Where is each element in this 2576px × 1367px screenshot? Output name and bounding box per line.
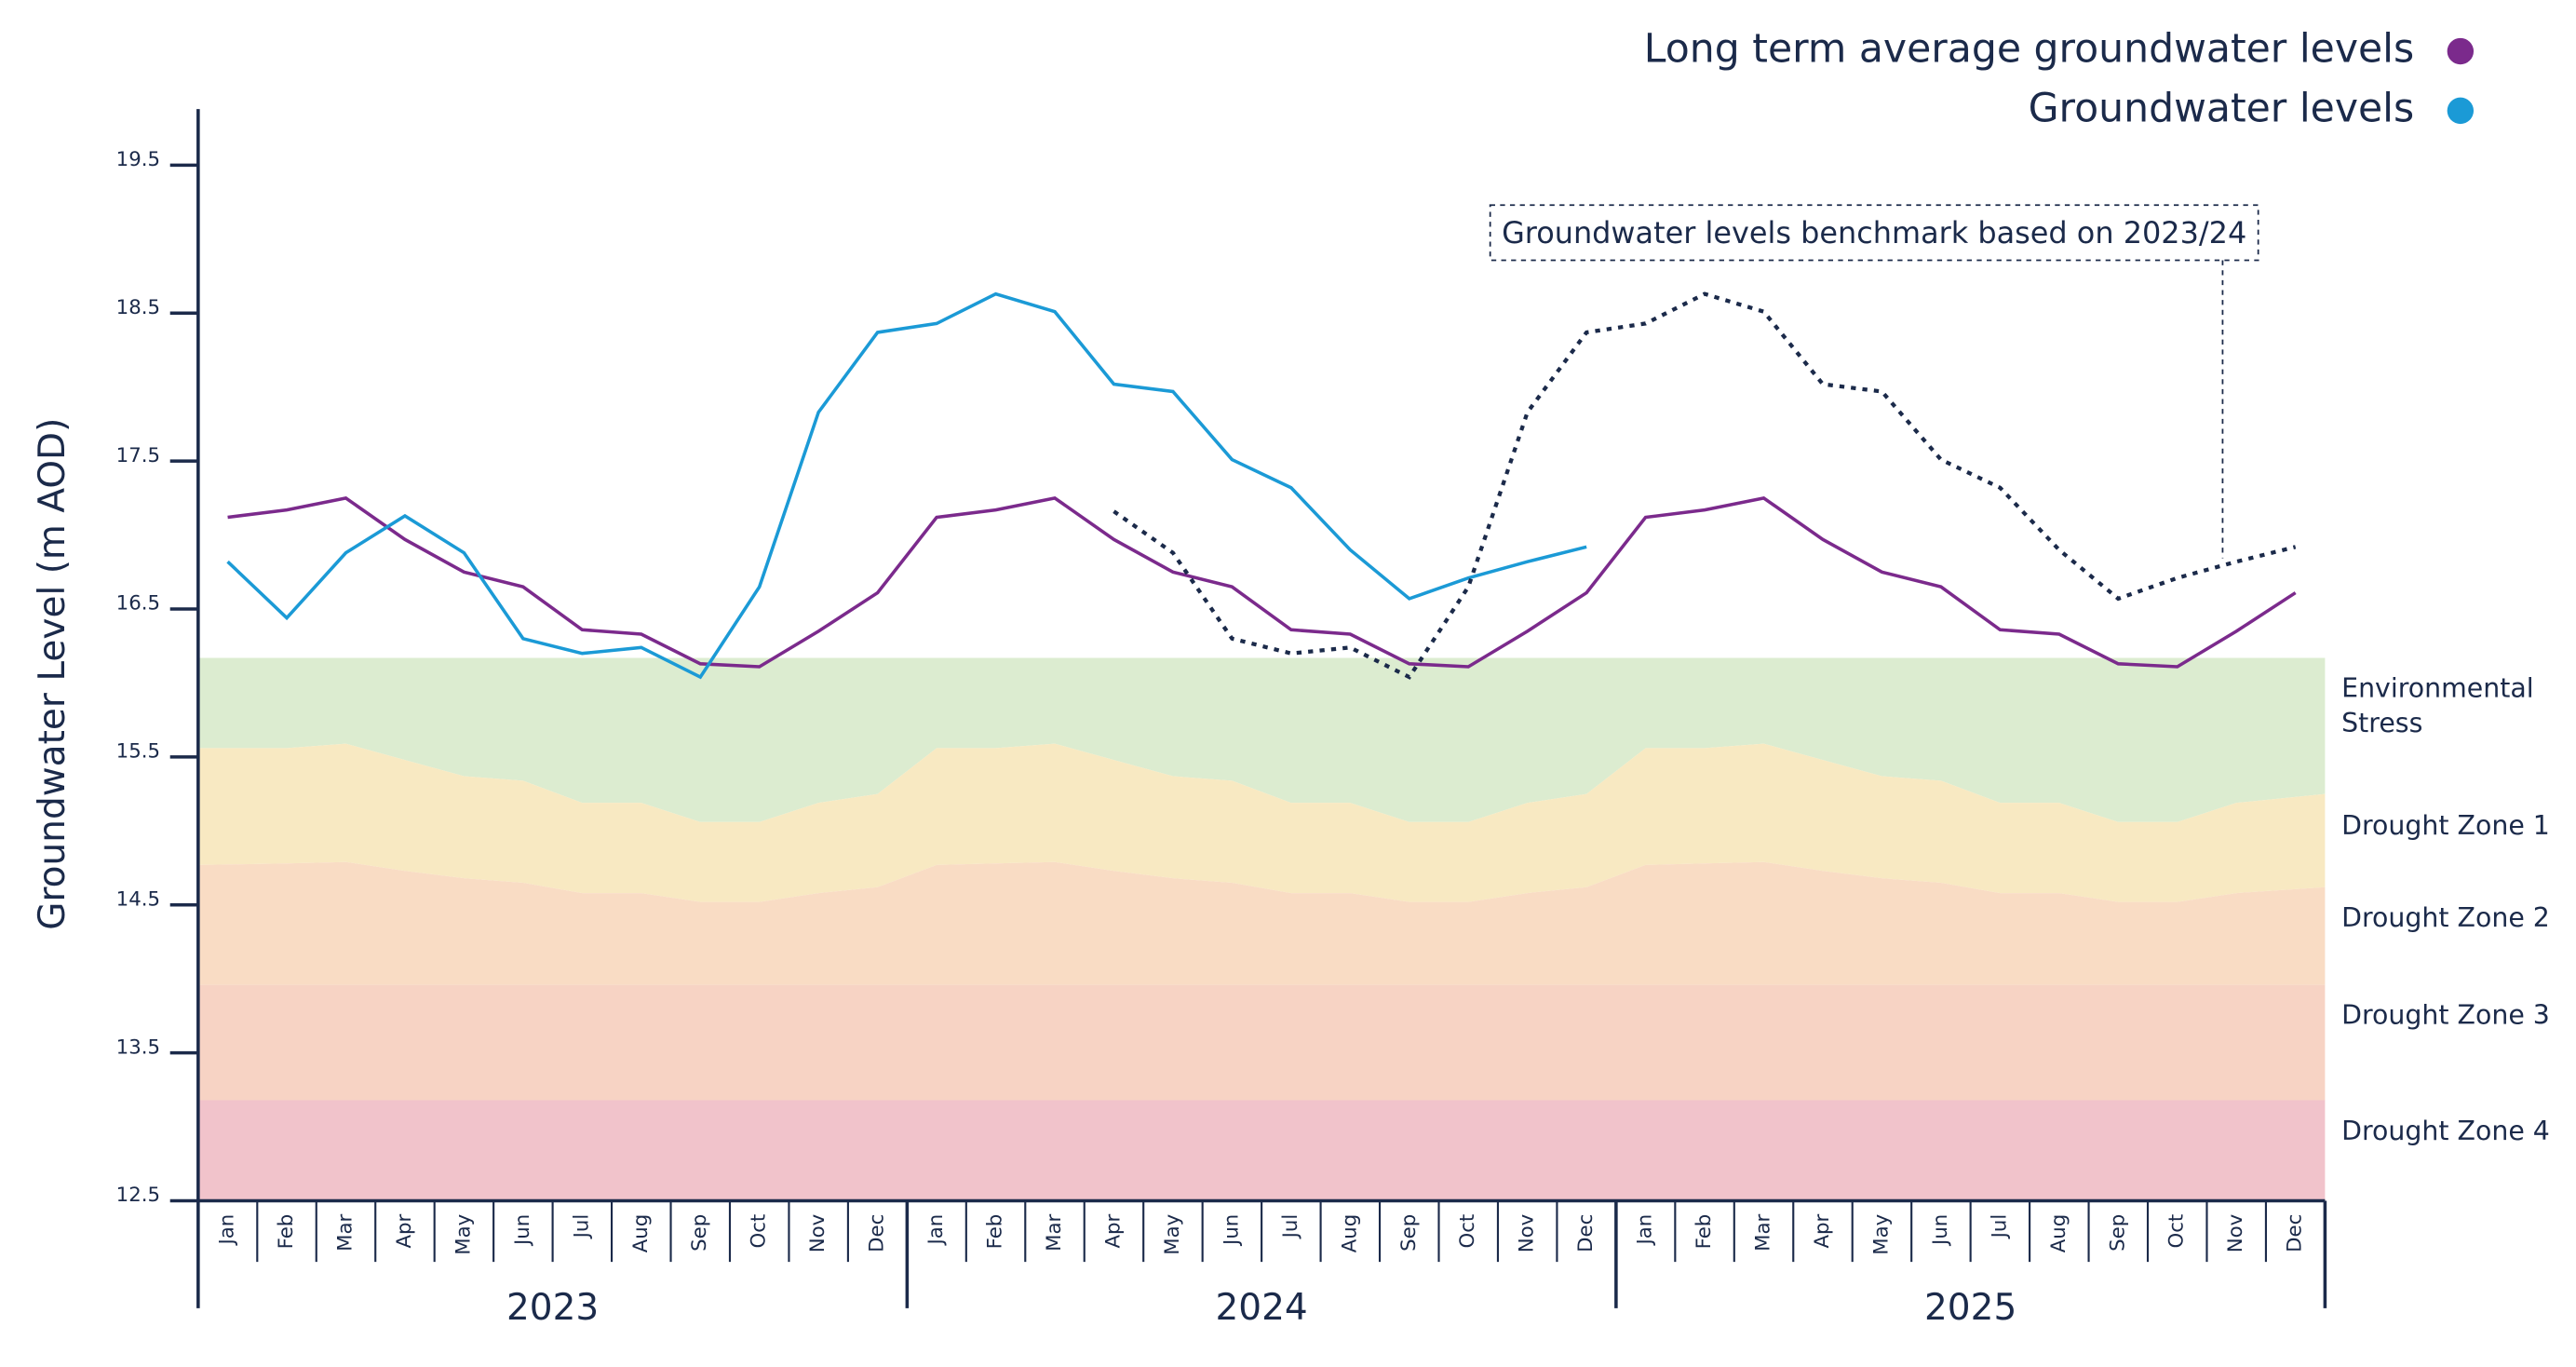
x-tick-label: Jul xyxy=(1988,1214,2011,1240)
x-tick-label: Nov xyxy=(1516,1214,1539,1253)
x-tick-label: Feb xyxy=(984,1214,1007,1250)
zone-area xyxy=(197,1100,2326,1201)
x-tick-label: Feb xyxy=(1693,1214,1716,1250)
x-tick-label: Jul xyxy=(1279,1214,1302,1240)
y-tick-label: 19.5 xyxy=(116,148,160,171)
x-tick-label: Jan xyxy=(924,1214,948,1247)
x-tick-label: Apr xyxy=(1811,1213,1834,1248)
legend-marker xyxy=(2447,97,2475,125)
x-tick-label: Oct xyxy=(1456,1214,1479,1249)
x-tick-label: Apr xyxy=(393,1213,416,1248)
y-tick-label: 16.5 xyxy=(116,592,160,616)
x-tick-label: Mar xyxy=(1043,1213,1066,1251)
zone-label-box: Drought Zone 3 xyxy=(2341,999,2550,1032)
x-tick-label: Aug xyxy=(1338,1214,1361,1253)
x-tick-label: Sep xyxy=(1397,1214,1421,1252)
x-tick-label: Jun xyxy=(1220,1214,1243,1247)
zone-label: Drought Zone 2 xyxy=(2341,901,2550,934)
y-tick-label: 15.5 xyxy=(116,740,160,764)
x-tick-label: Nov xyxy=(806,1214,829,1253)
legend-marker xyxy=(2447,37,2475,65)
y-tick-label: 18.5 xyxy=(116,296,160,319)
x-tick-label: Feb xyxy=(275,1214,298,1250)
zone-area xyxy=(197,861,2326,985)
year-label: 2024 xyxy=(1215,1287,1307,1329)
legend-label: Long term average groundwater levels xyxy=(1644,26,2414,73)
x-tick-label: Mar xyxy=(333,1213,357,1251)
x-tick-label: Mar xyxy=(1752,1213,1775,1251)
x-tick-label: Jun xyxy=(511,1214,534,1247)
annotation-box xyxy=(1489,204,2259,262)
year-label: 2025 xyxy=(1924,1287,2016,1329)
zone-label: Environmental Stress xyxy=(2341,672,2534,739)
zone-label-box: Drought Zone 4 xyxy=(2341,1115,2550,1147)
x-tick-label: Jan xyxy=(216,1214,239,1247)
x-tick-label: Jun xyxy=(1929,1214,1952,1247)
y-tick-label: 14.5 xyxy=(116,887,160,911)
x-tick-label: Aug xyxy=(2047,1214,2070,1253)
annotation: Groundwater levels benchmark based on 20… xyxy=(1502,215,2246,250)
zone-label: Drought Zone 4 xyxy=(2341,1115,2550,1147)
x-tick-label: Oct xyxy=(748,1214,771,1249)
zone-area xyxy=(197,657,2326,822)
legend-label: Groundwater levels xyxy=(2029,85,2415,131)
x-tick-label: May xyxy=(1161,1214,1184,1255)
x-tick-label: Jan xyxy=(1634,1214,1657,1247)
x-tick-label: Jul xyxy=(570,1214,593,1240)
x-tick-label: Aug xyxy=(629,1214,653,1253)
zone-label-box: Drought Zone 1 xyxy=(2341,808,2550,841)
x-tick-label: Sep xyxy=(688,1214,711,1252)
x-tick-label: May xyxy=(1869,1214,1893,1255)
x-tick-label: Dec xyxy=(866,1214,889,1252)
series-line xyxy=(1113,291,2297,680)
x-tick-label: May xyxy=(452,1214,475,1255)
zone-label: Drought Zone 3 xyxy=(2341,999,2550,1032)
y-tick-label: 13.5 xyxy=(116,1035,160,1059)
series-line xyxy=(227,495,2297,669)
year-label: 2023 xyxy=(506,1287,599,1329)
x-tick-label: Apr xyxy=(1101,1213,1125,1248)
zone-label-box: Drought Zone 2 xyxy=(2341,901,2550,934)
x-tick-label: Dec xyxy=(2284,1214,2307,1252)
zone-area xyxy=(197,743,2326,902)
x-tick-label: Sep xyxy=(2106,1214,2129,1252)
zone-label-box: Environmental Stress xyxy=(2341,672,2534,739)
y-axis-label: Groundwater Level (m AOD) xyxy=(32,418,74,930)
x-tick-label: Dec xyxy=(1574,1214,1598,1252)
y-tick-label: 17.5 xyxy=(116,444,160,467)
series-line xyxy=(226,291,1587,680)
x-tick-label: Oct xyxy=(2165,1214,2189,1249)
zone-label: Drought Zone 1 xyxy=(2341,808,2550,841)
zone-area xyxy=(197,984,2326,1101)
x-tick-label: Nov xyxy=(2224,1214,2247,1253)
y-tick-label: 12.5 xyxy=(116,1184,160,1207)
